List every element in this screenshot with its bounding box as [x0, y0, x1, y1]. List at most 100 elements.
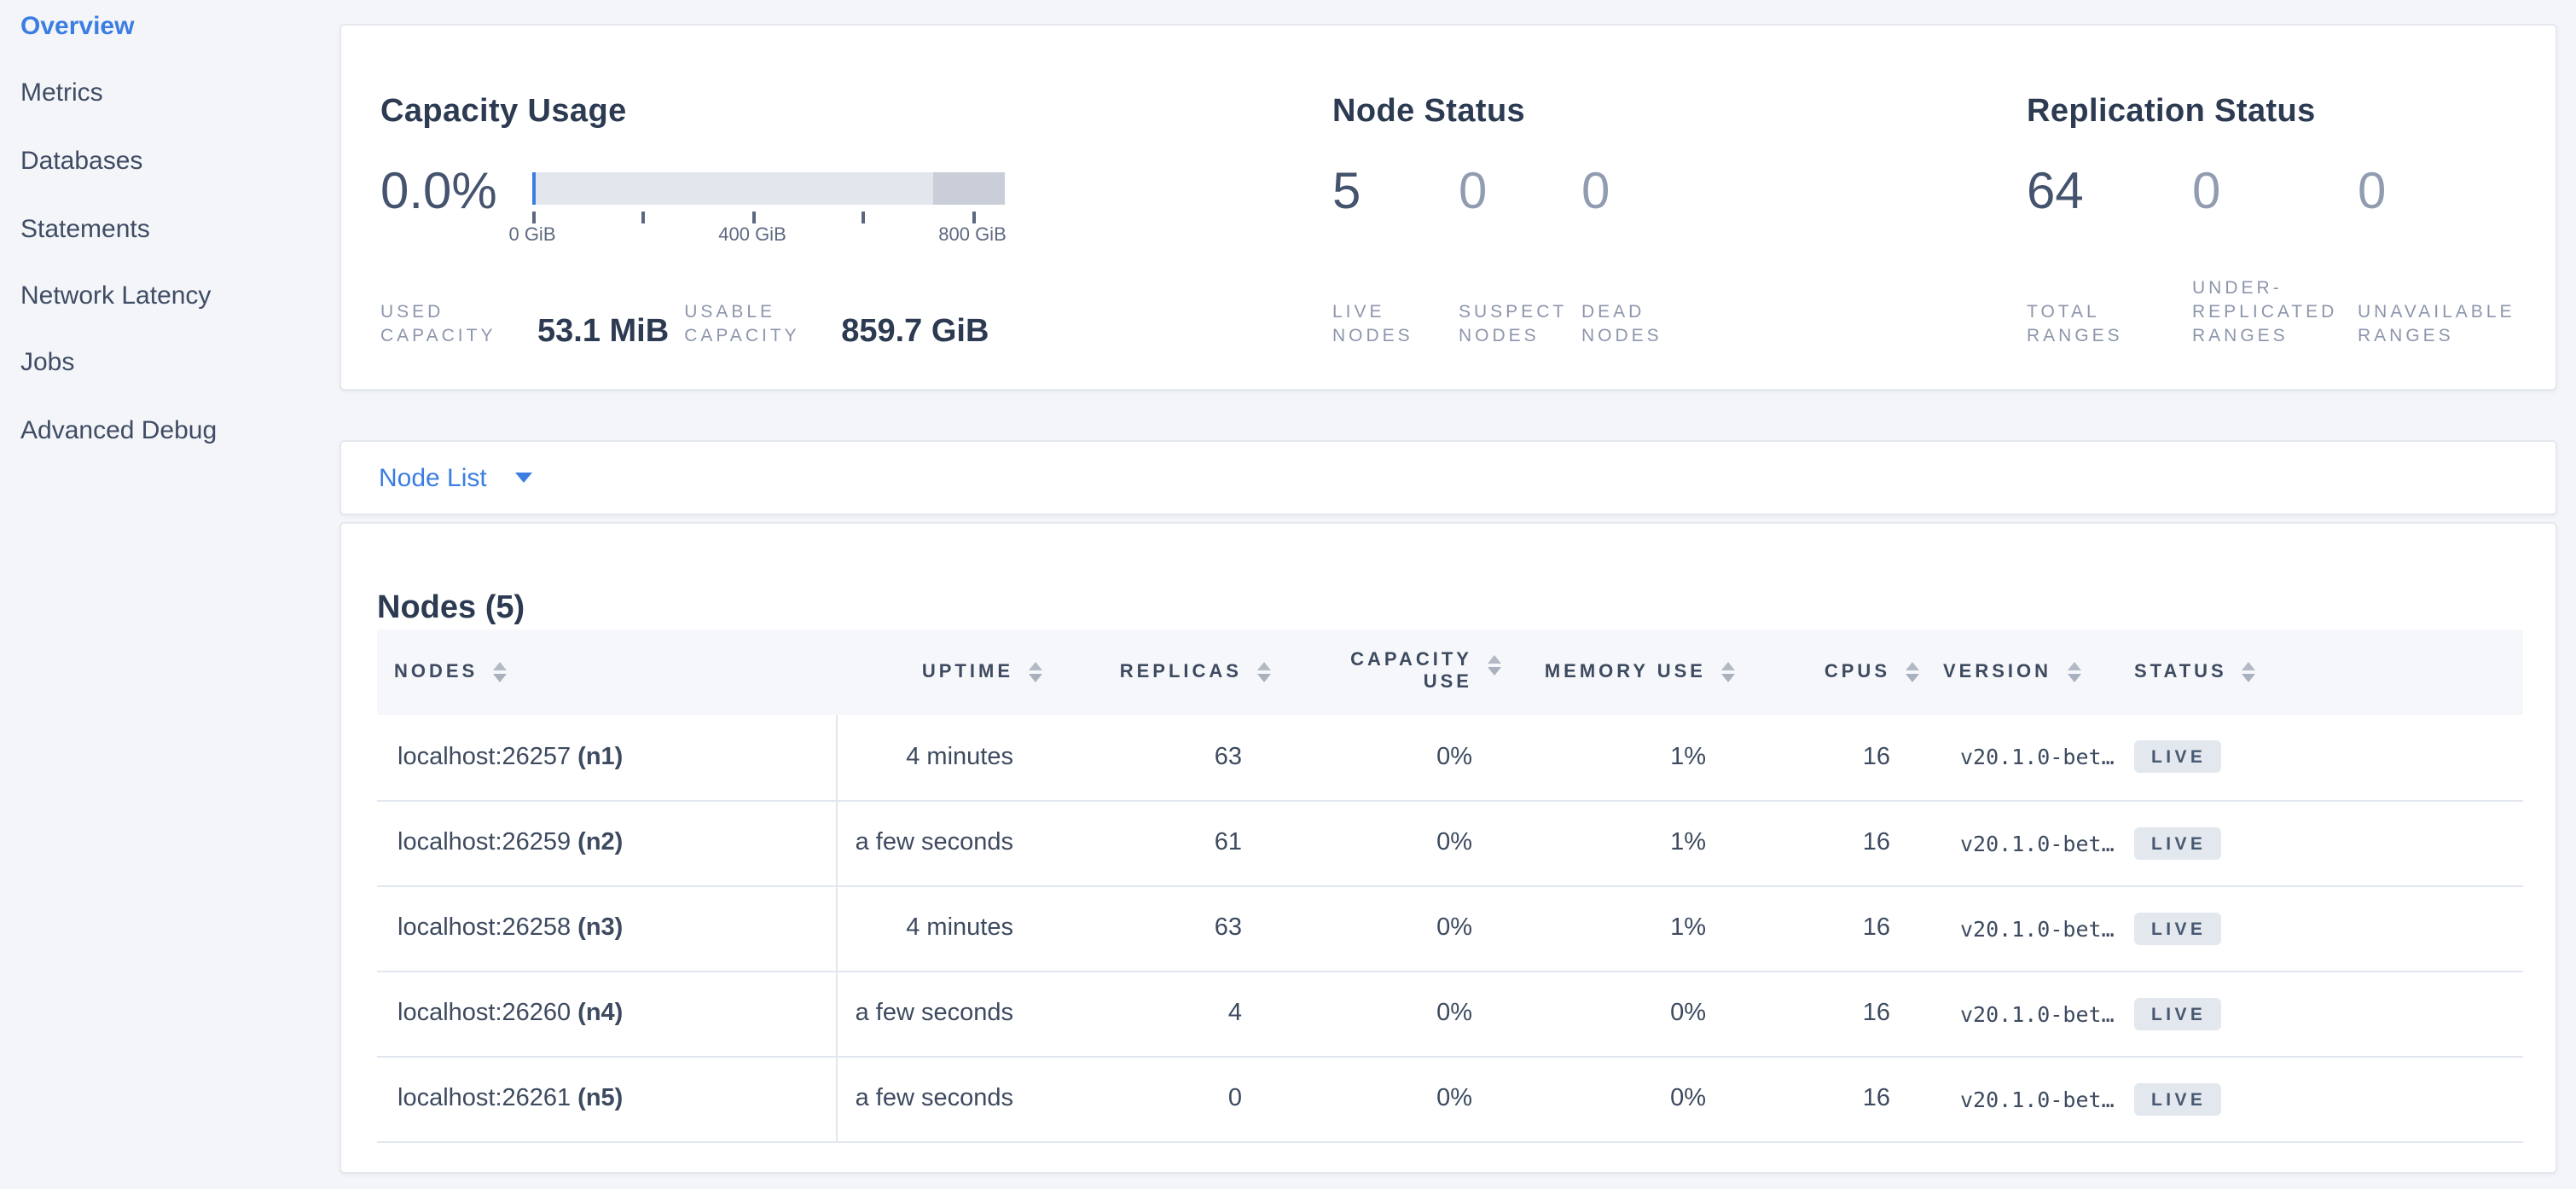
dead-nodes-label: DEAD NODES — [1581, 302, 1662, 346]
status-badge: LIVE — [2134, 997, 2222, 1030]
gauge-axis-tick — [641, 212, 645, 223]
suspect-nodes-label: SUSPECT NODES — [1459, 302, 1567, 346]
sort-icon[interactable] — [2067, 662, 2081, 682]
sidebar-item-statements[interactable]: Statements — [20, 215, 150, 244]
status-cell: LIVE — [2134, 1056, 2523, 1141]
uptime-cell: 4 minutes — [906, 914, 1013, 942]
memory-use-cell: 0% — [1670, 1000, 1706, 1027]
sidebar-item-overview[interactable]: Overview — [20, 12, 135, 41]
capacity-usage-title: Capacity Usage — [380, 93, 627, 130]
memory-use-cell: 1% — [1670, 914, 1706, 942]
table-row-node-4[interactable]: localhost:26260 (n4) a few seconds 4 0% 0… — [377, 971, 2523, 1056]
suspect-nodes-value: 0 — [1459, 164, 1488, 220]
sidebar-item-network-latency[interactable]: Network Latency — [20, 281, 212, 310]
nodes-table-card: Nodes (5) NODES UPTIME REPLIC — [339, 522, 2557, 1174]
node-list-dropdown-label: Node List — [379, 463, 487, 492]
capacity-use-cell: 0% — [1436, 914, 1472, 942]
used-capacity-label: USED CAPACITY — [380, 302, 496, 346]
cpus-cell: 16 — [1862, 743, 1890, 771]
sort-icon[interactable] — [2242, 662, 2256, 682]
column-header-replicas[interactable]: REPLICAS — [1042, 629, 1271, 715]
sort-icon[interactable] — [493, 662, 508, 682]
status-badge: LIVE — [2134, 740, 2222, 774]
replicas-cell: 61 — [1214, 829, 1242, 856]
capacity-gauge-used-marker — [532, 172, 536, 205]
node-address-cell: localhost:26259 (n2) — [377, 800, 837, 885]
sidebar-item-advanced-debug[interactable]: Advanced Debug — [20, 416, 218, 445]
table-row-node-1[interactable]: localhost:26257 (n1) 4 minutes 63 0% 1% 1… — [377, 715, 2523, 800]
sort-icon[interactable] — [1488, 655, 1501, 676]
gauge-axis-label: 800 GiB — [938, 225, 1007, 246]
replicas-cell: 63 — [1214, 914, 1242, 942]
unavailable-ranges-label: UNAVAILABLE RANGES — [2358, 302, 2515, 346]
status-badge: LIVE — [2134, 826, 2222, 859]
status-cell: LIVE — [2134, 715, 2523, 800]
gauge-axis-tick — [532, 212, 536, 223]
version-cell: v20.1.0-bet… — [1960, 1086, 2115, 1111]
node-list-selector-card: Node List — [339, 440, 2557, 515]
uptime-cell: a few seconds — [855, 829, 1013, 856]
cpus-cell: 16 — [1862, 829, 1890, 856]
capacity-use-cell: 0% — [1436, 1000, 1472, 1027]
under-replicated-ranges-value: 0 — [2192, 164, 2221, 220]
gauge-axis-label: 400 GiB — [718, 225, 786, 246]
table-row-node-3[interactable]: localhost:26258 (n3) 4 minutes 63 0% 1% 1… — [377, 885, 2523, 971]
replicas-cell: 4 — [1227, 1000, 1242, 1027]
version-cell: v20.1.0-bet… — [1960, 744, 2115, 770]
node-address-cell: localhost:26260 (n4) — [377, 971, 837, 1056]
capacity-use-cell: 0% — [1436, 1085, 1472, 1112]
status-cell: LIVE — [2134, 885, 2523, 971]
replicas-cell: 0 — [1227, 1085, 1242, 1112]
status-cell: LIVE — [2134, 971, 2523, 1056]
gauge-axis-tick — [972, 212, 976, 223]
live-nodes-metric: 5 LIVE NODES — [1332, 26, 1442, 389]
live-nodes-value: 5 — [1332, 164, 1361, 220]
capacity-use-cell: 0% — [1436, 829, 1472, 856]
nodes-table: NODES UPTIME REPLICAS CAPACITY USE — [377, 629, 2523, 1142]
cluster-summary-card: Capacity Usage 0.0% 0 GiB 400 GiB 800 Gi… — [339, 24, 2557, 391]
column-header-uptime[interactable]: UPTIME — [836, 629, 1042, 715]
column-header-capacity-use[interactable]: CAPACITY USE — [1271, 629, 1501, 715]
version-cell: v20.1.0-bet… — [1960, 915, 2115, 941]
dead-nodes-value: 0 — [1581, 164, 1610, 220]
memory-use-cell: 1% — [1670, 829, 1706, 856]
node-list-dropdown[interactable]: Node List — [379, 463, 533, 492]
total-ranges-label: TOTAL RANGES — [2027, 302, 2123, 346]
column-header-nodes[interactable]: NODES — [377, 629, 836, 715]
sidebar-item-jobs[interactable]: Jobs — [20, 348, 75, 377]
unavailable-ranges-metric: 0 UNAVAILABLE RANGES — [2358, 26, 2535, 389]
node-address-cell: localhost:26261 (n5) — [377, 1056, 837, 1141]
sort-icon[interactable] — [1257, 662, 1271, 682]
usable-capacity-label: USABLE CAPACITY — [684, 302, 800, 346]
live-nodes-label: LIVE NODES — [1332, 302, 1413, 346]
capacity-stats: USED CAPACITY 53.1 MiB USABLE CAPACITY 8… — [380, 300, 989, 348]
unavailable-ranges-value: 0 — [2358, 164, 2387, 220]
gauge-axis-tick — [862, 212, 865, 223]
table-row-node-2[interactable]: localhost:26259 (n2) a few seconds 61 0% … — [377, 800, 2523, 885]
column-header-version[interactable]: VERSION — [1919, 629, 2134, 715]
replication-status-title: Replication Status — [2027, 93, 2316, 130]
uptime-cell: 4 minutes — [906, 743, 1013, 771]
usable-capacity-value: 859.7 GiB — [841, 314, 989, 350]
sort-icon[interactable] — [1721, 662, 1735, 682]
uptime-cell: a few seconds — [855, 1085, 1013, 1112]
sidebar: Overview Metrics Databases Statements Ne… — [0, 0, 336, 1189]
status-badge: LIVE — [2134, 912, 2222, 944]
column-header-memory-use[interactable]: MEMORY USE — [1501, 629, 1735, 715]
column-header-status[interactable]: STATUS — [2134, 629, 2523, 715]
table-row-node-5[interactable]: localhost:26261 (n5) a few seconds 0 0% 0… — [377, 1056, 2523, 1141]
sidebar-item-databases[interactable]: Databases — [20, 147, 143, 176]
used-capacity-value: 53.1 MiB — [537, 314, 670, 350]
sidebar-item-metrics[interactable]: Metrics — [20, 78, 103, 107]
sort-icon[interactable] — [1029, 662, 1042, 682]
capacity-use-cell: 0% — [1436, 743, 1472, 771]
capacity-gauge-reserved-segment — [933, 172, 1005, 205]
total-ranges-value: 64 — [2027, 164, 2084, 220]
column-header-cpus[interactable]: CPUS — [1735, 629, 1919, 715]
table-header-row: NODES UPTIME REPLICAS CAPACITY USE — [377, 629, 2523, 715]
status-cell: LIVE — [2134, 800, 2523, 885]
under-replicated-ranges-metric: 0 UNDER-REPLICATED RANGES — [2192, 26, 2356, 389]
sort-icon[interactable] — [1906, 662, 1919, 682]
under-replicated-ranges-label: UNDER-REPLICATED RANGES — [2192, 278, 2338, 346]
memory-use-cell: 0% — [1670, 1085, 1706, 1112]
